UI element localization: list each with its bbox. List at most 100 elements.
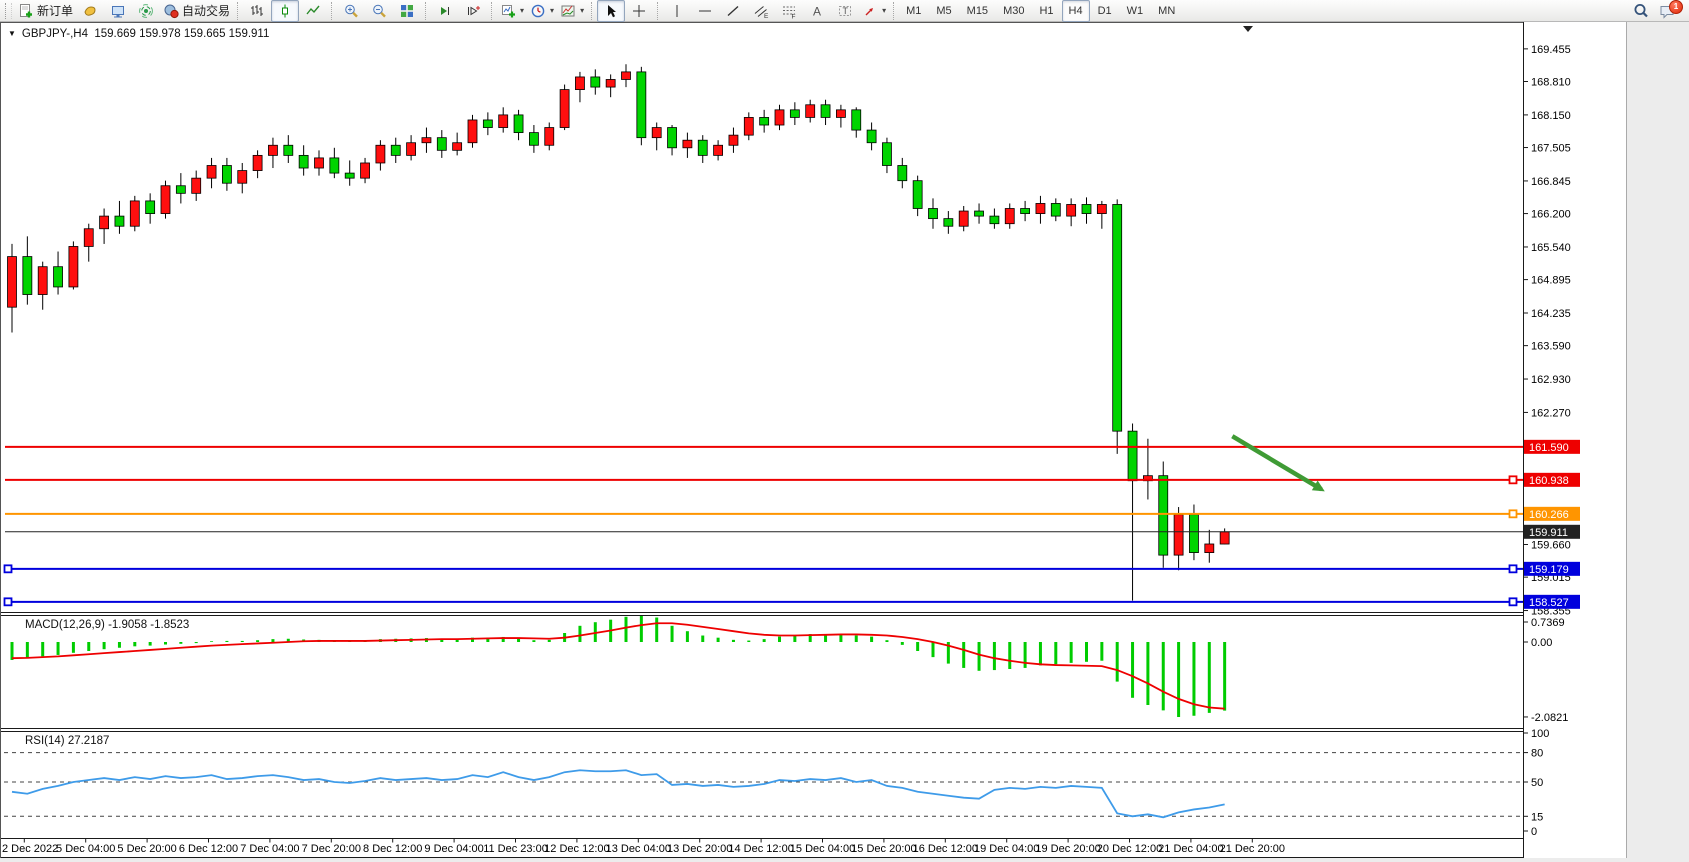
toolbar-grip[interactable] xyxy=(5,2,12,19)
vertical-line-button[interactable] xyxy=(663,0,691,22)
candle xyxy=(482,119,493,128)
notifications-button[interactable]: 1 xyxy=(1655,0,1683,21)
candle xyxy=(759,117,770,126)
svg-text:168.150: 168.150 xyxy=(1531,110,1571,122)
date-label: 20 Dec 12:00 xyxy=(1097,843,1162,855)
trend-arrow-object xyxy=(1231,434,1325,492)
timeframe-M1[interactable]: M1 xyxy=(906,4,922,17)
timeframe-M15[interactable]: M15 xyxy=(966,4,989,17)
candle xyxy=(467,119,478,144)
svg-text:A: A xyxy=(813,4,821,18)
autotrade-button[interactable]: 自动交易 xyxy=(160,0,233,22)
candle xyxy=(1173,514,1184,556)
candle xyxy=(329,157,340,174)
periods-button[interactable]: ▾ xyxy=(527,0,557,22)
candle xyxy=(83,228,94,247)
candlestick-chart-button[interactable] xyxy=(271,0,300,22)
text-label-button[interactable]: T xyxy=(831,0,859,22)
timeframe-MN[interactable]: MN xyxy=(1158,4,1176,17)
candle xyxy=(283,144,294,156)
date-label: 6 Dec 12:00 xyxy=(179,843,238,855)
price-label-160.938 xyxy=(1524,472,1580,487)
trendline-icon xyxy=(727,5,739,16)
candle xyxy=(268,144,278,156)
candle xyxy=(974,210,984,217)
separator xyxy=(657,1,659,20)
candle xyxy=(1204,543,1215,553)
candle xyxy=(375,144,386,164)
rsi-line xyxy=(11,769,1225,819)
price-label-159.179 xyxy=(1524,561,1580,576)
candle xyxy=(1158,475,1169,556)
svg-text:0: 0 xyxy=(1531,826,1537,838)
horizontal-line-button[interactable] xyxy=(691,0,719,22)
zoom-in-button[interactable] xyxy=(337,0,365,22)
candle xyxy=(436,137,447,151)
candle xyxy=(697,139,708,156)
templates-button[interactable]: ▾ xyxy=(557,0,587,22)
candle xyxy=(1050,203,1061,217)
cursor-button[interactable] xyxy=(597,0,626,22)
timeframe-H1[interactable]: H1 xyxy=(1039,4,1054,17)
chart-ohlc-quotes: 159.669 159.978 159.665 159.911 xyxy=(94,28,270,40)
zoom-out-button[interactable] xyxy=(365,0,393,22)
date-label: 5 Dec 04:00 xyxy=(56,843,115,855)
level-lines-layer xyxy=(3,445,1523,607)
new-order-label: 新订单 xyxy=(37,3,74,18)
candle xyxy=(252,154,263,171)
signal-icon xyxy=(139,3,153,18)
timeframe-H4[interactable]: H4 xyxy=(1061,0,1090,22)
timeframe-M30[interactable]: M30 xyxy=(1003,4,1025,17)
terminal-button[interactable] xyxy=(104,0,132,22)
candle xyxy=(498,114,509,128)
svg-text:15: 15 xyxy=(1531,811,1543,823)
chevron-down-icon: ▾ xyxy=(520,6,525,15)
channel-button[interactable]: E xyxy=(747,0,775,22)
trendline-button[interactable] xyxy=(719,0,747,22)
clock-icon xyxy=(531,4,545,17)
toolbar-right-group: 1 xyxy=(1627,0,1683,22)
bar-chart-button[interactable] xyxy=(243,0,271,22)
auto-scroll-button[interactable] xyxy=(431,0,459,22)
crosshair-button[interactable] xyxy=(625,0,653,22)
auto-scroll-icon xyxy=(441,6,450,15)
svg-text:100: 100 xyxy=(1531,728,1549,740)
candle xyxy=(360,162,370,179)
signals-button[interactable] xyxy=(132,0,160,22)
candle xyxy=(851,109,862,131)
tile-windows-icon xyxy=(401,4,414,17)
text-button[interactable]: A xyxy=(803,0,831,22)
date-label: 7 Dec 20:00 xyxy=(302,843,361,855)
candle xyxy=(636,71,647,139)
candle xyxy=(805,104,816,118)
arrows-button[interactable]: ▾ xyxy=(859,0,889,22)
candle xyxy=(621,71,631,80)
tool-button[interactable] xyxy=(76,0,104,22)
new-order-button[interactable]: 新订单 xyxy=(15,0,76,22)
price-label-159.911 xyxy=(1524,524,1580,539)
monitor-icon xyxy=(112,5,125,17)
rsi-indicator-label: RSI(14) 27.2187 xyxy=(25,735,110,747)
line-chart-button[interactable] xyxy=(299,0,327,22)
candle xyxy=(958,210,969,227)
svg-text:159.179: 159.179 xyxy=(1529,564,1569,576)
candle xyxy=(651,127,662,139)
chart-canvas[interactable]: 169.455 168.810 168.150 167.505 166.845 166.2… xyxy=(0,22,1627,858)
svg-text:162.270: 162.270 xyxy=(1531,407,1571,419)
tile-windows-button[interactable] xyxy=(393,0,421,22)
svg-text:50: 50 xyxy=(1531,777,1543,789)
timeframe-D1[interactable]: D1 xyxy=(1097,4,1112,17)
candle xyxy=(789,109,800,118)
timeframe-M5[interactable]: M5 xyxy=(936,4,952,17)
svg-text:166.845: 166.845 xyxy=(1531,176,1571,188)
line-handle xyxy=(3,564,13,574)
autotrade-label: 自动交易 xyxy=(182,3,231,18)
timeframe-W1[interactable]: W1 xyxy=(1126,4,1144,17)
candle xyxy=(667,127,677,149)
search-button[interactable] xyxy=(1627,0,1655,22)
chart-shift-button[interactable] xyxy=(459,0,487,22)
fibonacci-button[interactable]: F xyxy=(775,0,803,22)
macd-indicator-label: MACD(12,26,9) -1.9058 -1.8523 xyxy=(25,619,190,631)
chart-title-bar[interactable]: ▼ GBPJPY-,H4 159.669 159.978 159.665 159.… xyxy=(8,28,269,40)
indicators-button[interactable]: ▾ xyxy=(497,0,527,22)
